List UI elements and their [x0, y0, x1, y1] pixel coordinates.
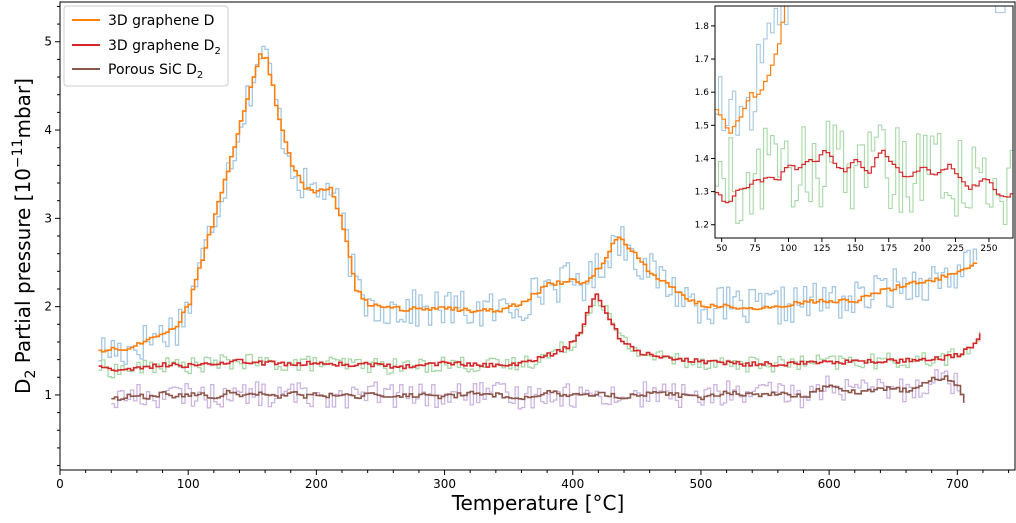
inset-x-tick-label: 175 — [880, 244, 897, 254]
inset-y-tick-label: 1.2 — [695, 221, 709, 231]
inset-y-tick-label: 1.3 — [695, 188, 709, 198]
y-axis-label-main: D — [11, 379, 35, 394]
y-tick-label: 2 — [44, 300, 52, 314]
main-raw-layer — [98, 45, 981, 410]
inset-y-tick-label: 1.4 — [695, 154, 710, 164]
y-tick-label: 1 — [44, 388, 52, 402]
inset-raw-3d-graphene-d — [715, 6, 789, 136]
raw-line-porous-sic-d2 — [111, 369, 965, 410]
main-smooth-layer — [98, 53, 981, 403]
raw-line-3d-graphene-d — [98, 45, 978, 365]
x-tick-label: 100 — [177, 477, 200, 491]
inset-y-tick-label: 1.8 — [695, 22, 710, 32]
y-axis-label-sub: 2 — [23, 370, 39, 379]
inset-x-tick-label: 200 — [914, 244, 931, 254]
y-tick-label: 4 — [44, 123, 52, 137]
inset-x-axis: 50 75 100 125 150 175 200 225 250 — [716, 238, 998, 254]
x-tick-label: 200 — [305, 477, 328, 491]
x-axis-label: Temperature [°C] — [451, 491, 625, 515]
inset-y-tick-label: 1.6 — [695, 88, 710, 98]
inset-y-tick-label: 1.5 — [695, 121, 709, 131]
y-axis-label-rest: Partial pressure [10 — [11, 168, 35, 370]
inset-x-tick-label: 100 — [780, 244, 797, 254]
inset-raw-3d-graphene-d-tail — [995, 6, 1006, 14]
series-line-3d-graphene-d2 — [98, 293, 981, 372]
series-line-porous-sic-d2 — [111, 375, 965, 403]
inset-x-tick-label: 50 — [716, 244, 728, 254]
main-y-axis: 1 2 3 4 5 — [44, 5, 60, 467]
inset-raw-layer — [715, 6, 1013, 226]
inset-x-tick-label: 250 — [980, 244, 997, 254]
main-x-axis: 0 100 200 300 400 500 600 700 — [56, 470, 1010, 491]
x-tick-label: 400 — [561, 477, 584, 491]
raw-line-3d-graphene-d2 — [98, 293, 981, 379]
y-axis-label: D2 Partial pressure [10−11mbar] — [10, 78, 39, 394]
inset-y-tick-label: 1.7 — [695, 55, 709, 65]
legend-label-porous-sic-d2: Porous SiC D2 — [108, 62, 203, 81]
x-tick-label: 0 — [56, 477, 64, 491]
inset-raw-3d-graphene-d2 — [715, 120, 1013, 226]
y-tick-label: 5 — [44, 35, 52, 49]
inset-smooth-layer — [715, 6, 1013, 204]
legend-label-3d-graphene-d: 3D graphene D — [108, 13, 214, 29]
legend-box — [63, 5, 229, 87]
inset-x-tick-label: 75 — [749, 244, 760, 254]
legend: 3D graphene D 3D graphene D2 Porous SiC … — [63, 5, 229, 87]
inset-x-tick-label: 225 — [947, 244, 964, 254]
legend-label-3d-graphene-d2: 3D graphene D2 — [108, 38, 221, 57]
inset-chart: 50 75 100 125 150 175 200 225 250 1.21.31.41.51.… — [695, 5, 1014, 254]
series-line-3d-graphene-d — [98, 53, 978, 353]
inset-series-line-1 — [715, 149, 1013, 204]
inset-series-line-0 — [715, 6, 786, 134]
y-axis-label-sup: −11 — [10, 139, 26, 169]
inset-background — [715, 6, 1013, 238]
y-tick-label: 3 — [44, 211, 52, 225]
x-tick-label: 500 — [689, 477, 712, 491]
inset-x-tick-label: 125 — [813, 244, 830, 254]
inset-x-tick-label: 150 — [847, 244, 864, 254]
x-tick-label: 600 — [818, 477, 841, 491]
inset-frame — [714, 5, 1014, 239]
y-axis-label-unit: mbar] — [11, 78, 35, 138]
x-tick-label: 700 — [946, 477, 969, 491]
inset-y-axis: 1.2 1.3 1.4 1.5 1.6 1.7 1.8 — [695, 22, 715, 231]
x-tick-label: 300 — [433, 477, 456, 491]
